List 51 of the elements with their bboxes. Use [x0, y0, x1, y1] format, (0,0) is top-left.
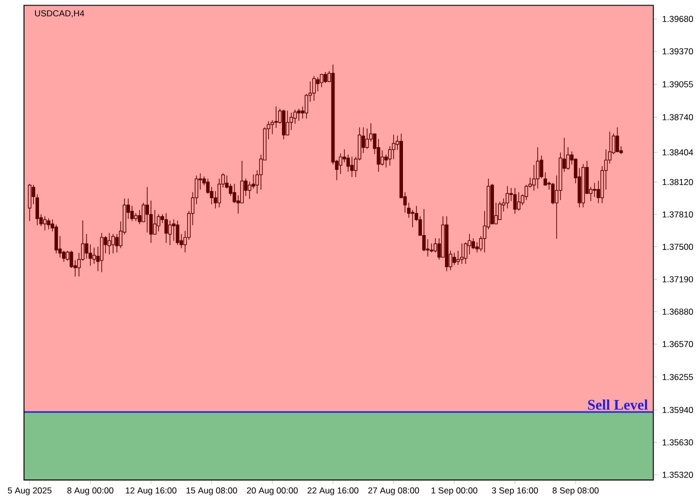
candlestick [506, 186, 510, 209]
candlestick [312, 76, 316, 101]
y-tick-label: 1.36570 [662, 341, 694, 348]
x-tick-label: 8 Aug 00:00 [67, 487, 114, 496]
y-tick-label: 1.38740 [662, 114, 694, 120]
candlestick [324, 72, 328, 84]
y-tick-label: 1.36880 [662, 308, 694, 315]
candlestick [544, 172, 548, 186]
candlestick [46, 218, 50, 230]
candlestick [286, 110, 290, 136]
x-tick-label: 15 Aug 08:00 [186, 487, 238, 496]
ref-line-label: Sell Level [588, 399, 648, 410]
y-tick-label: 1.38404 [662, 149, 694, 156]
candlestick [28, 184, 32, 222]
x-tick-label: 3 Sep 16:00 [492, 487, 538, 496]
candlestick [176, 220, 180, 246]
candlestick [282, 110, 286, 140]
x-tick-label: 5 Aug 2025 [8, 487, 52, 496]
y-tick-label: 1.37810 [662, 211, 694, 218]
candlestick [108, 232, 112, 255]
candlestick [498, 202, 502, 220]
x-tick-label: 27 Aug 08:00 [368, 487, 420, 496]
candlestick [581, 164, 585, 208]
candlestick [320, 74, 324, 88]
y-tick-label: 1.37190 [662, 276, 694, 282]
y-tick-label: 1.35630 [662, 439, 694, 446]
candlestick [297, 108, 301, 121]
candlestick [164, 213, 168, 244]
candlestick [513, 188, 517, 214]
x-tick-label: 1 Sep 00:00 [432, 487, 478, 496]
candlestick [111, 234, 115, 254]
candlestick [517, 192, 520, 211]
candlestick [616, 127, 620, 152]
candlestick [536, 147, 540, 189]
candlestick [156, 214, 160, 232]
y-tick-label: 1.39680 [662, 16, 694, 22]
chart-title: USDCAD,H4 [35, 10, 84, 18]
candlestick [350, 156, 354, 178]
x-tick-label: 22 Aug 16:00 [308, 487, 358, 496]
y-tick-label: 1.39370 [662, 48, 694, 54]
candlestick [100, 232, 104, 272]
candlestick [444, 216, 448, 272]
y-tick-label: 1.39055 [662, 81, 693, 88]
x-tick-label: 12 Aug 16:00 [126, 487, 176, 496]
x-tick-label: 8 Sep 08:00 [552, 487, 599, 496]
x-tick-label: 20 Aug 00:00 [246, 487, 298, 496]
y-tick-label: 1.35940 [662, 406, 694, 414]
y-tick-label: 1.38120 [662, 178, 694, 186]
y-tick-label: 1.35320 [662, 472, 694, 478]
y-tick-label: 1.36255 [662, 374, 693, 380]
y-tick-label: 1.37500 [662, 244, 694, 250]
